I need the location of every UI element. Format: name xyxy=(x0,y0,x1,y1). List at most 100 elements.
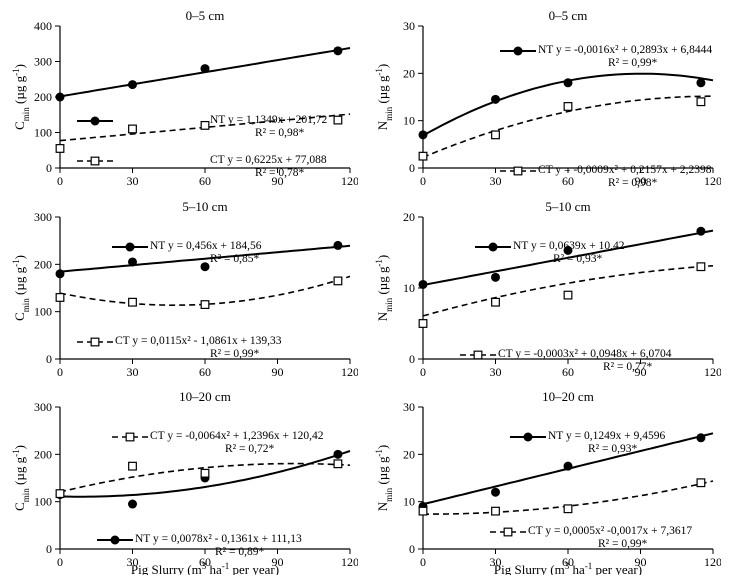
panel-n1020: 0102030030609012010–20 cmNT y = 0,1249x … xyxy=(371,389,724,578)
xtick-label: 0 xyxy=(57,365,63,379)
ct-point xyxy=(697,479,705,487)
y-axis-label: Cmin (µg g-1) xyxy=(11,64,31,130)
nt-point xyxy=(333,46,342,55)
chart-panel-c510: 010020030003060901205–10 cmNT y = 0,456x… xyxy=(8,199,358,385)
ct-equation: CT y = 0,6225x + 77,088 xyxy=(210,154,327,166)
ct-r2: R² = 0,77* xyxy=(603,361,652,373)
ct-point xyxy=(491,508,499,516)
nt-r2: R² = 0,93* xyxy=(588,443,637,455)
ct-point xyxy=(334,460,342,468)
nt-point xyxy=(201,262,210,271)
nt-r2: R² = 0,89* xyxy=(215,546,264,558)
nt-point xyxy=(696,434,705,443)
nt-point xyxy=(696,78,705,87)
ytick-label: 20 xyxy=(403,448,415,462)
ct-point xyxy=(419,152,427,160)
ct-point xyxy=(201,470,209,478)
panel-title: 10–20 cm xyxy=(179,389,231,404)
ct-point xyxy=(697,263,705,271)
ytick-label: 20 xyxy=(403,210,415,224)
ct-point xyxy=(697,98,705,106)
nt-point xyxy=(128,257,137,266)
y-axis-label: Cmin (µg g-1) xyxy=(11,255,31,321)
nt-point xyxy=(201,64,210,73)
ct-equation: CT y = 0,0115x² - 1,0861x + 139,33 xyxy=(115,335,282,347)
nt-point xyxy=(56,269,65,278)
chart-panel-c05: 010020030040003060901200–5 cmNT y = 1,13… xyxy=(8,8,358,194)
figure-grid: 010020030040003060901200–5 cmNT y = 1,13… xyxy=(8,8,723,578)
nt-point xyxy=(491,273,500,282)
ytick-label: 0 xyxy=(409,161,415,175)
nt-r2: R² = 0,93* xyxy=(553,253,602,265)
xtick-label: 60 xyxy=(562,174,574,188)
nt-point xyxy=(491,95,500,104)
xtick-label: 0 xyxy=(420,365,426,379)
ct-point xyxy=(419,319,427,327)
x-axis-label: Pig Slurry (m3 ha-1 per year) xyxy=(493,561,641,575)
nt-equation: NT y = 0,0078x² - 0,1361x + 111,13 xyxy=(135,533,302,545)
panel-title: 0–5 cm xyxy=(548,8,587,23)
y-axis-label: Nmin (µg g-1) xyxy=(374,445,394,512)
nt-point xyxy=(696,226,705,235)
ct-point xyxy=(564,505,572,513)
xtick-label: 90 xyxy=(272,365,284,379)
panel-title: 5–10 cm xyxy=(545,199,590,214)
ytick-label: 100 xyxy=(34,495,52,509)
chart-panel-n510: 0102003060901205–10 cmNT y = 0,0639x + 1… xyxy=(371,199,721,385)
y-axis-label: Cmin (µg g-1) xyxy=(11,445,31,511)
nt-point xyxy=(128,80,137,89)
chart-panel-n1020: 0102030030609012010–20 cmNT y = 0,1249x … xyxy=(371,389,721,575)
ct-point xyxy=(334,116,342,124)
ytick-label: 100 xyxy=(34,126,52,140)
ytick-label: 200 xyxy=(34,448,52,462)
ct-r2: R² = 0,72* xyxy=(225,443,274,455)
ct-point xyxy=(201,122,209,130)
nt-point xyxy=(563,462,572,471)
ct-point xyxy=(56,490,64,498)
panel-c510: 010020030003060901205–10 cmNT y = 0,456x… xyxy=(8,199,361,388)
xtick-label: 30 xyxy=(127,365,139,379)
ytick-label: 400 xyxy=(34,19,52,33)
ct-r2: R² = 0,99* xyxy=(598,538,647,550)
nt-equation: NT y = 0,1249x + 9,4596 xyxy=(548,430,665,442)
panel-title: 5–10 cm xyxy=(182,199,227,214)
nt-point xyxy=(128,500,137,509)
panel-title: 10–20 cm xyxy=(542,389,594,404)
chart-panel-c1020: 0100200300030609012010–20 cmNT y = 0,007… xyxy=(8,389,358,575)
ct-point xyxy=(201,300,209,308)
nt-r2: R² = 0,85* xyxy=(210,253,259,265)
ct-point xyxy=(129,463,137,471)
ytick-label: 200 xyxy=(34,90,52,104)
xtick-label: 120 xyxy=(341,174,358,188)
nt-point xyxy=(333,241,342,250)
panel-n05: 010203003060901200–5 cmNT y = -0,0016x² … xyxy=(371,8,724,197)
ct-point xyxy=(56,293,64,301)
panel-n510: 0102003060901205–10 cmNT y = 0,0639x + 1… xyxy=(371,199,724,388)
ct-equation: CT y = -0,0064x² + 1,2396x + 120,42 xyxy=(150,430,324,442)
ct-equation: CT y = 0,0005x² -0,0017x + 7,3617 xyxy=(528,525,692,537)
ct-point xyxy=(491,131,499,139)
xtick-label: 60 xyxy=(199,365,211,379)
ytick-label: 20 xyxy=(403,66,415,80)
ytick-label: 300 xyxy=(34,55,52,69)
xtick-label: 120 xyxy=(704,555,721,569)
panel-c05: 010020030040003060901200–5 cmNT y = 1,13… xyxy=(8,8,361,197)
xtick-label: 120 xyxy=(704,365,721,379)
ytick-label: 300 xyxy=(34,210,52,224)
ytick-label: 30 xyxy=(403,19,415,33)
ct-equation: CT y = -0,0003x² + 0,0948x + 6,0704 xyxy=(498,348,672,360)
ct-point xyxy=(129,125,137,133)
xtick-label: 120 xyxy=(341,555,358,569)
ct-point xyxy=(419,508,427,516)
xtick-label: 0 xyxy=(57,174,63,188)
ytick-label: 0 xyxy=(409,542,415,556)
ct-point xyxy=(564,291,572,299)
ytick-label: 100 xyxy=(34,304,52,318)
nt-equation: NT y = 0,456x + 184,56 xyxy=(150,240,262,252)
xtick-label: 30 xyxy=(489,174,501,188)
x-axis-label: Pig Slurry (m3 ha-1 per year) xyxy=(131,561,279,575)
nt-point xyxy=(563,78,572,87)
ct-point xyxy=(56,145,64,153)
ytick-label: 0 xyxy=(46,161,52,175)
xtick-label: 30 xyxy=(489,365,501,379)
